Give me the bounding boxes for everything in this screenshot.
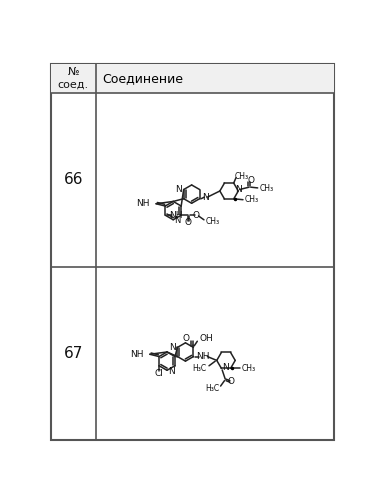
- Text: O: O: [247, 176, 254, 185]
- Text: N: N: [222, 363, 229, 372]
- Text: O: O: [183, 334, 190, 343]
- Text: Соединение: Соединение: [102, 72, 183, 85]
- Text: NH: NH: [196, 352, 210, 361]
- Text: N: N: [174, 216, 180, 225]
- Text: CH₃: CH₃: [244, 195, 259, 204]
- Text: NH: NH: [136, 199, 150, 208]
- Text: 67: 67: [63, 346, 83, 361]
- Text: N: N: [176, 185, 182, 194]
- Text: O: O: [193, 211, 200, 220]
- Text: CH₃: CH₃: [242, 364, 256, 373]
- Bar: [51, 64, 334, 93]
- Text: NH: NH: [170, 211, 183, 220]
- Text: №
соед.: № соед.: [58, 67, 89, 90]
- Text: CH₃: CH₃: [259, 184, 273, 193]
- Text: N: N: [168, 367, 174, 376]
- Text: O: O: [185, 218, 192, 227]
- Text: H₃C: H₃C: [192, 364, 206, 373]
- Text: N: N: [235, 185, 242, 194]
- Text: OH: OH: [200, 334, 213, 343]
- Text: H₃C: H₃C: [205, 384, 219, 393]
- Text: 66: 66: [63, 172, 83, 187]
- Text: CH₃: CH₃: [234, 172, 249, 181]
- Text: N: N: [169, 343, 176, 352]
- Text: Cl: Cl: [154, 369, 164, 378]
- Text: CH₃: CH₃: [206, 217, 220, 226]
- Text: N: N: [202, 193, 209, 202]
- Text: O: O: [228, 377, 235, 386]
- Text: NH: NH: [130, 350, 144, 359]
